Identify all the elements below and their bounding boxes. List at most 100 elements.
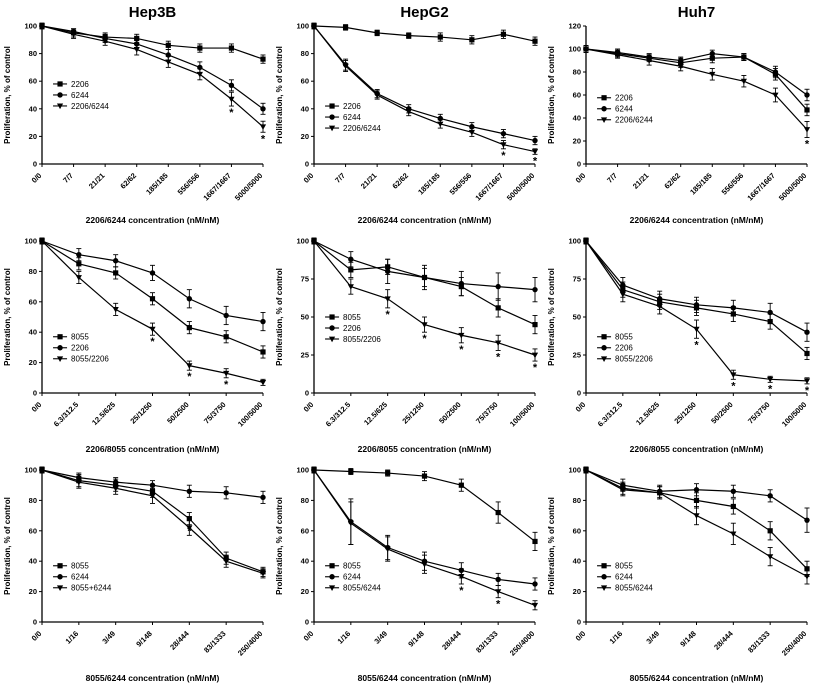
svg-text:0/0: 0/0 [302, 400, 316, 414]
svg-text:8055: 8055 [615, 333, 633, 342]
chart-huh7-2206-8055: 0 25 50 75 100 Proliferation, % of control 0/0… [544, 229, 815, 457]
svg-text:8055: 8055 [615, 562, 633, 571]
svg-text:0: 0 [33, 160, 37, 169]
svg-text:25: 25 [573, 351, 581, 360]
svg-text:100: 100 [568, 237, 581, 246]
svg-text:12.5/625: 12.5/625 [90, 400, 117, 427]
svg-text:3/49: 3/49 [100, 629, 117, 646]
svg-text:250/4000: 250/4000 [508, 629, 536, 657]
svg-text:*: * [459, 585, 464, 597]
svg-text:80: 80 [29, 267, 37, 276]
svg-text:80: 80 [301, 496, 309, 505]
svg-text:*: * [150, 336, 155, 348]
svg-text:100/5000: 100/5000 [508, 400, 536, 428]
svg-text:8055: 8055 [343, 562, 361, 571]
svg-text:8055+6244: 8055+6244 [71, 584, 112, 593]
svg-text:1667/1667: 1667/1667 [473, 171, 504, 202]
svg-text:Proliferation, % of control: Proliferation, % of control [275, 46, 284, 144]
svg-text:8055/6244 concentration (nM/nM: 8055/6244 concentration (nM/nM) [630, 673, 764, 683]
svg-text:8055/6244: 8055/6244 [615, 584, 653, 593]
svg-text:*: * [768, 383, 773, 395]
svg-text:21/21: 21/21 [87, 171, 107, 191]
svg-text:6244: 6244 [343, 573, 361, 582]
svg-text:*: * [496, 351, 501, 363]
svg-text:75: 75 [573, 275, 581, 284]
svg-text:80: 80 [29, 49, 37, 58]
svg-text:40: 40 [573, 557, 581, 566]
svg-text:0: 0 [577, 618, 581, 627]
svg-text:5000/5000: 5000/5000 [233, 171, 264, 202]
svg-text:556/556: 556/556 [176, 171, 202, 197]
svg-text:2206: 2206 [71, 80, 89, 89]
svg-text:*: * [187, 371, 192, 383]
svg-text:Huh7: Huh7 [678, 4, 716, 21]
svg-text:3/49: 3/49 [372, 629, 389, 646]
svg-text:80: 80 [29, 496, 37, 505]
svg-text:Proliferation, % of control: Proliferation, % of control [547, 497, 556, 595]
svg-text:80: 80 [573, 68, 581, 77]
svg-text:25: 25 [301, 351, 309, 360]
chart-hep3b-2206-8055: 0 20 40 60 80 100 Proliferation, % of control 0… [0, 229, 271, 457]
svg-text:40: 40 [301, 557, 309, 566]
svg-text:20: 20 [573, 587, 581, 596]
svg-text:*: * [229, 107, 234, 119]
svg-text:0/0: 0/0 [574, 400, 588, 414]
svg-text:20: 20 [301, 132, 309, 141]
svg-text:*: * [501, 150, 506, 162]
svg-text:40: 40 [29, 328, 37, 337]
svg-text:83/1333: 83/1333 [474, 629, 500, 655]
svg-text:20: 20 [29, 587, 37, 596]
svg-text:50/2500: 50/2500 [165, 400, 191, 426]
svg-text:0/0: 0/0 [574, 629, 588, 643]
svg-text:185/185: 185/185 [688, 171, 714, 197]
svg-text:2206/6244 concentration (nM/nM: 2206/6244 concentration (nM/nM) [630, 215, 764, 225]
svg-text:80: 80 [301, 49, 309, 58]
svg-text:Hep3B: Hep3B [129, 4, 177, 21]
svg-text:0: 0 [577, 389, 581, 398]
svg-text:83/1333: 83/1333 [746, 629, 772, 655]
svg-text:*: * [386, 309, 391, 321]
svg-text:2206/8055 concentration (nM/nM: 2206/8055 concentration (nM/nM) [86, 444, 220, 454]
svg-text:100: 100 [296, 237, 309, 246]
svg-text:*: * [422, 333, 427, 345]
svg-text:21/21: 21/21 [631, 171, 651, 191]
svg-text:6.3/312.5: 6.3/312.5 [596, 400, 624, 428]
svg-text:Proliferation, % of control: Proliferation, % of control [275, 268, 284, 366]
svg-text:8055/6244 concentration (nM/nM: 8055/6244 concentration (nM/nM) [358, 673, 492, 683]
svg-text:6244: 6244 [615, 105, 633, 114]
svg-text:Proliferation, % of control: Proliferation, % of control [3, 497, 12, 595]
svg-text:60: 60 [29, 297, 37, 306]
svg-text:75/3750: 75/3750 [202, 400, 228, 426]
svg-text:*: * [533, 362, 538, 374]
svg-text:60: 60 [301, 77, 309, 86]
svg-text:75/3750: 75/3750 [474, 400, 500, 426]
svg-text:0: 0 [305, 618, 309, 627]
svg-text:*: * [805, 139, 810, 151]
chart-hepg2-2206-6244: HepG2 0 20 40 60 80 100 Proliferation, % of con… [272, 0, 543, 228]
svg-text:2206/6244 concentration (nM/nM: 2206/6244 concentration (nM/nM) [358, 215, 492, 225]
svg-text:0: 0 [33, 618, 37, 627]
svg-text:20: 20 [29, 358, 37, 367]
svg-text:2206/8055 concentration (nM/nM: 2206/8055 concentration (nM/nM) [630, 444, 764, 454]
svg-text:5000/5000: 5000/5000 [505, 171, 536, 202]
svg-text:100: 100 [24, 466, 37, 475]
svg-text:100: 100 [24, 22, 37, 31]
svg-text:556/556: 556/556 [720, 171, 746, 197]
svg-text:60: 60 [29, 526, 37, 535]
svg-text:40: 40 [573, 114, 581, 123]
svg-text:*: * [805, 385, 810, 397]
svg-text:62/62: 62/62 [390, 171, 410, 191]
svg-text:50/2500: 50/2500 [709, 400, 735, 426]
svg-text:100: 100 [296, 466, 309, 475]
svg-text:0/0: 0/0 [574, 171, 588, 185]
svg-text:2206: 2206 [343, 324, 361, 333]
svg-text:62/62: 62/62 [118, 171, 138, 191]
svg-text:0/0: 0/0 [30, 171, 44, 185]
svg-text:185/185: 185/185 [416, 171, 442, 197]
svg-text:50: 50 [573, 313, 581, 322]
svg-text:8055/6244: 8055/6244 [343, 584, 381, 593]
svg-text:100/5000: 100/5000 [236, 400, 264, 428]
svg-text:40: 40 [301, 104, 309, 113]
svg-text:7/7: 7/7 [61, 171, 75, 185]
